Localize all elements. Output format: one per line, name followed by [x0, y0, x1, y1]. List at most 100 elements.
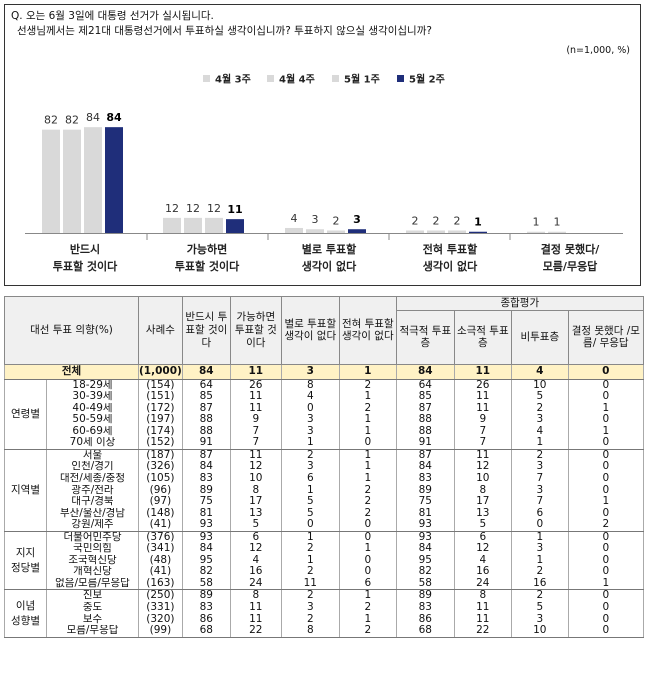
- table-cell: 11: [229, 613, 282, 626]
- table-cell: 11: [229, 601, 282, 614]
- sample-note: (n=1,000, %): [566, 45, 630, 56]
- legend-swatch: [267, 75, 274, 82]
- table-cell: 0: [567, 448, 644, 462]
- row-label: 진보: [46, 589, 139, 602]
- table-row: 보수 (320) 86 11 2 1 86 11 3 0: [5, 613, 644, 626]
- table-cell: 0: [567, 472, 644, 485]
- row-sample-size: (96): [138, 484, 183, 497]
- table-cell: 2: [280, 613, 340, 626]
- table-cell: 1: [567, 496, 644, 508]
- chart-bar: [163, 217, 181, 233]
- legend-swatch: [332, 75, 339, 82]
- bar-value-label: 3: [353, 213, 361, 226]
- table-cell: 2: [338, 601, 397, 614]
- row-sample-size: (341): [138, 543, 183, 555]
- table-cell: 1: [510, 530, 569, 544]
- table-cell: 1: [338, 543, 397, 555]
- chart-bar: [327, 230, 345, 233]
- table-cell: 10: [510, 625, 569, 638]
- table-row: 강원/제주 (41) 93 5 0 0 93 5 0 2: [5, 519, 644, 532]
- row-label: 대구/경북: [46, 496, 139, 508]
- category-label: 전혀 투표할: [423, 242, 477, 256]
- bar-value-label: 2: [454, 214, 461, 227]
- table-cell: 88: [181, 414, 231, 426]
- table-cell: 8: [453, 484, 512, 497]
- row-sample-size: (48): [138, 554, 183, 567]
- table-cell: 11: [453, 391, 512, 403]
- table-cell: 75: [395, 496, 455, 508]
- table-cell: 0: [567, 363, 644, 380]
- chart-bar: [448, 230, 466, 233]
- category-label: 반드시: [70, 242, 100, 256]
- table-cell: 4: [229, 554, 282, 567]
- table-cell: 93: [181, 519, 231, 532]
- table-cell: 12: [229, 543, 282, 555]
- table-cell: 7: [453, 437, 512, 450]
- table-cell: 3: [510, 461, 569, 473]
- row-label: 중도: [46, 601, 139, 614]
- bar-value-label: 1: [533, 216, 540, 229]
- row-label: 부산/울산/경남: [46, 507, 139, 520]
- table-cell: 1: [280, 554, 340, 567]
- table-cell: 1: [338, 391, 397, 403]
- row-label: 60-69세: [46, 425, 139, 438]
- bar-value-label: 12: [207, 202, 221, 215]
- table-cell: 3: [280, 425, 340, 438]
- table-cell: 0: [338, 519, 397, 532]
- table-cell: 11: [229, 363, 282, 380]
- table-row: 모름/무응답 (99) 68 22 8 2 68 22 10 0: [5, 625, 644, 638]
- header-undecided: 결정 못했다 /모름/ 무응답: [567, 309, 644, 365]
- table-cell: 11: [229, 391, 282, 403]
- row-label: 광주/전라: [46, 484, 139, 497]
- row-label: 18-29세: [46, 378, 139, 392]
- table-row: 조국혁신당 (48) 95 4 1 0 95 4 1 0: [5, 554, 644, 567]
- table-cell: 8: [453, 589, 512, 602]
- table-cell: 1: [280, 437, 340, 450]
- table-row: 대전/세종/충청 (105) 83 10 6 1 83 10 7 0: [5, 472, 644, 485]
- table-cell: 6: [338, 577, 397, 591]
- table-cell: 3: [510, 543, 569, 555]
- table-cell: 1: [280, 484, 340, 497]
- table-cell: 84: [181, 363, 231, 380]
- table-cell: 6: [229, 530, 282, 544]
- question-line-1: Q. 오는 6월 3일에 대통령 선거가 실시됩니다.: [11, 10, 214, 22]
- legend-label: 5월 2주: [409, 74, 445, 86]
- table-cell: 5: [510, 391, 569, 403]
- legend-label: 4월 4주: [279, 74, 315, 86]
- table-cell: 26: [229, 378, 282, 392]
- chart-bar: [226, 219, 244, 233]
- table-cell: 87: [395, 402, 455, 415]
- table-row-total: 전체 (1,000) 84 11 3 1 84 11 4 0: [4, 363, 644, 380]
- table-cell: 5: [280, 496, 340, 508]
- legend-label: 4월 3주: [215, 74, 251, 86]
- table-cell: 1: [338, 414, 397, 426]
- table-cell: 6: [453, 530, 512, 544]
- table-cell: 0: [338, 437, 397, 450]
- table-row: 연령별 18-29세 (154) 64 26 8 2 64 26 10 0: [4, 378, 644, 450]
- table-cell: 83: [395, 472, 455, 485]
- table-cell: 58: [181, 577, 231, 591]
- table-cell: 89: [181, 484, 231, 497]
- table-cell: 10: [453, 472, 512, 485]
- table-cell: 0: [567, 484, 644, 497]
- category-label: 투표할 것이다: [175, 259, 240, 273]
- chart-bar: [469, 231, 487, 233]
- group-label-text: 지역별: [11, 484, 40, 497]
- bar-value-label: 1: [474, 216, 482, 229]
- chart-bar: [285, 227, 303, 233]
- table-cell: 11: [229, 402, 282, 415]
- table-cell: 3: [280, 414, 340, 426]
- header-never: 전혀 투표할 생각이 없다: [338, 296, 397, 365]
- table-cell: 1: [567, 402, 644, 415]
- table-cell: 0: [567, 461, 644, 473]
- table-cell: 82: [395, 566, 455, 578]
- row-label: 서울: [46, 448, 139, 462]
- table-cell: 0: [567, 613, 644, 626]
- table-cell: 2: [510, 566, 569, 578]
- table-row: 국민의힘 (341) 84 12 2 1 84 12 3 0: [5, 543, 644, 555]
- table-cell: 87: [395, 448, 455, 462]
- table-cell: 4: [510, 425, 569, 438]
- table-cell: 88: [395, 414, 455, 426]
- header-maybe: 가능하면 투표할 것이다: [229, 296, 282, 365]
- table-cell: 0: [567, 414, 644, 426]
